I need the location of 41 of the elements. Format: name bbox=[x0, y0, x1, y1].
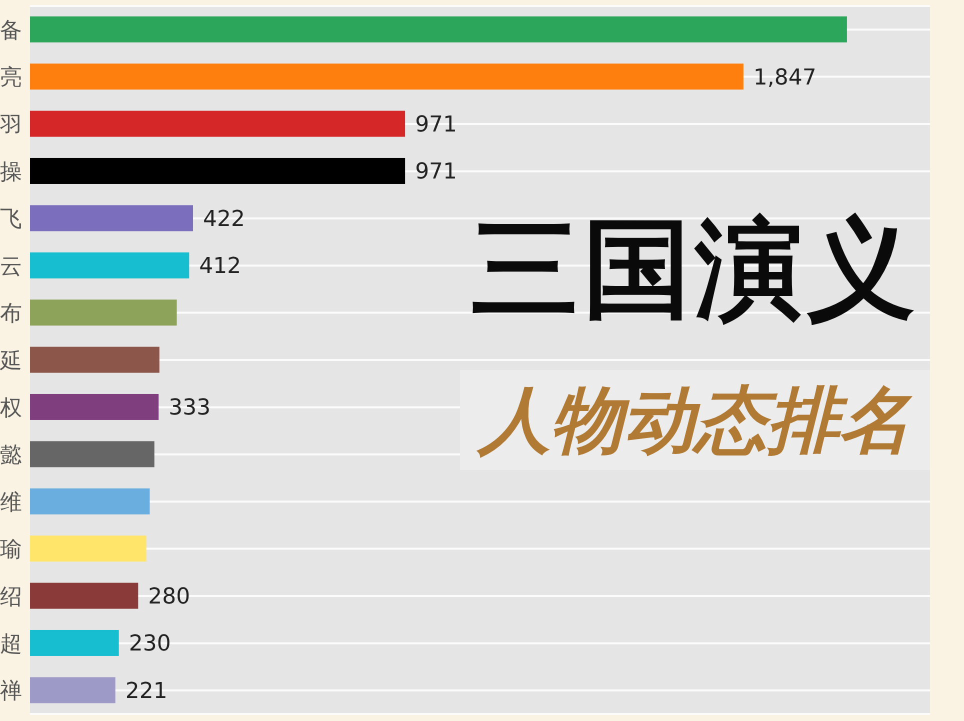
bar bbox=[30, 441, 154, 468]
y-tick-label: 羽 bbox=[0, 112, 22, 138]
data-label: 1,847 bbox=[753, 65, 816, 90]
bar bbox=[30, 64, 744, 90]
data-label: 971 bbox=[415, 160, 458, 185]
y-tick-label: 云 bbox=[0, 254, 22, 280]
y-tick-label: 瑜 bbox=[0, 538, 22, 563]
y-tick-label: 绍 bbox=[0, 584, 22, 610]
y-tick-label: 禅 bbox=[0, 679, 22, 704]
bar bbox=[30, 110, 406, 137]
bar bbox=[30, 536, 146, 562]
y-tick-label: 权 bbox=[0, 396, 22, 422]
bar bbox=[30, 252, 190, 278]
y-tick-label: 布 bbox=[0, 302, 22, 327]
bar bbox=[30, 394, 159, 420]
bar bbox=[30, 488, 150, 514]
y-tick-label: 操 bbox=[0, 160, 22, 186]
data-label: 971 bbox=[415, 112, 458, 138]
data-label: 333 bbox=[168, 396, 211, 421]
text: 三国演义 bbox=[470, 206, 920, 334]
bar bbox=[30, 346, 160, 373]
data-label: 230 bbox=[128, 632, 171, 657]
data-label: 412 bbox=[199, 254, 242, 280]
text: 人物动态排名 bbox=[460, 370, 930, 470]
y-tick-label: 亮 bbox=[0, 66, 22, 91]
y-tick-label: 延 bbox=[0, 348, 22, 374]
y-tick-label: 懿 bbox=[0, 443, 22, 468]
bar bbox=[30, 300, 177, 326]
y-tick-label: 备 bbox=[0, 18, 22, 44]
data-label: 280 bbox=[148, 584, 190, 610]
data-label: 422 bbox=[203, 206, 246, 232]
y-tick-label: 飞 bbox=[0, 207, 22, 232]
bar bbox=[30, 205, 194, 232]
bar bbox=[30, 158, 406, 184]
bar bbox=[30, 16, 847, 42]
bar bbox=[30, 630, 119, 656]
bar bbox=[30, 677, 116, 704]
data-label: 221 bbox=[125, 678, 168, 704]
y-tick-label: 维 bbox=[0, 490, 22, 516]
y-tick-label: 超 bbox=[0, 632, 22, 658]
bar bbox=[30, 582, 138, 609]
